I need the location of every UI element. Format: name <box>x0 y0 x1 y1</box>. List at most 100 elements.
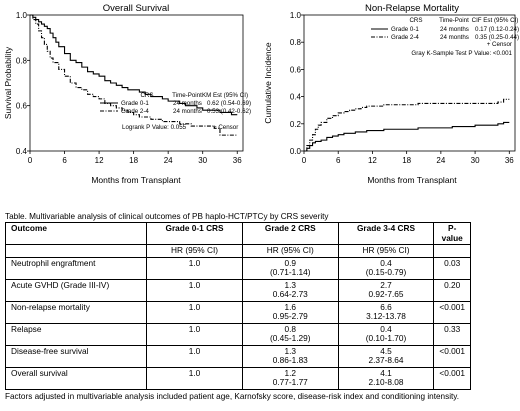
grade-2-cell: 0.9 (0.71-1.14) <box>241 256 339 280</box>
legend-time: 24 months <box>173 100 202 107</box>
hr-value: 4.1 <box>380 367 392 378</box>
table-row: Non-relapse mortality 1.0 1.6 0.95-2.79 6… <box>4 300 471 324</box>
non-relapse-mortality-svg: Non-Relapse Mortality Cumulative Inciden… <box>263 3 519 185</box>
y-tick-label: 0.4 <box>16 147 28 156</box>
grade-3-4-cell: 4.5 2.37-8.64 <box>337 344 435 368</box>
subheader-cell <box>433 244 471 258</box>
x-axis-label: Months from Transplant <box>367 175 457 185</box>
legend-group: Grade 0-1 <box>121 100 149 107</box>
x-axis-ticks: 0 6 12 18 24 30 36 <box>28 151 242 165</box>
x-tick-label: 0 <box>302 156 307 165</box>
legend-estimate: 0.17 (0.12-0.24) <box>475 26 519 33</box>
pvalue-label: Logrank P Value: 0.055 <box>122 124 187 131</box>
legend-estimate: 0.62 (0.54-0.69) <box>207 100 251 107</box>
x-tick-label: 30 <box>471 156 480 165</box>
subheader-cell: HR (95% CI) <box>241 244 339 258</box>
header-outcome: Outcome <box>4 222 148 245</box>
hr-value: 0.4 <box>380 323 392 334</box>
censor-label: + Censor <box>487 41 512 48</box>
outcome-cell: Overall survival <box>4 366 148 390</box>
series-line-grade-0-1 <box>304 121 510 152</box>
hr-value: 1.6 <box>284 301 297 312</box>
hr-value: 0.9 <box>284 257 297 268</box>
y-tick-label: 1.0 <box>290 11 302 20</box>
hr-value: 6.6 <box>380 301 392 312</box>
y-tick-label: 0.0 <box>290 147 302 156</box>
ci-value: 0.92-7.65 <box>368 289 404 299</box>
grade-0-1-cell: 1.0 <box>146 256 243 280</box>
header-grade-0-1: Grade 0-1 CRS <box>146 222 243 245</box>
table-row: Disease-free survival 1.0 1.3 0.86-1.83 4… <box>4 344 471 368</box>
header-grade-2: Grade 2 CRS <box>241 222 339 245</box>
ci-value: 0.64-2.73 <box>272 289 308 299</box>
table-footnote: Factors adjusted in multivariable analys… <box>5 391 460 401</box>
legend: CRS Time-Point KM Est (95% CI) Grade 0-1… <box>100 92 251 131</box>
x-tick-label: 6 <box>336 156 341 165</box>
grade-3-4-cell: 4.1 2.10-8.08 <box>337 366 435 390</box>
header-grade-3-4: Grade 3-4 CRS <box>337 222 435 245</box>
ci-value: 0.86-1.83 <box>272 355 308 365</box>
hr-value: 0.4 <box>380 257 392 268</box>
grade-2-cell: 1.3 0.86-1.83 <box>241 344 339 368</box>
grade-0-1-cell: 1.0 <box>146 278 243 302</box>
y-tick-label: 0.2 <box>290 120 302 129</box>
x-tick-label: 18 <box>402 156 411 165</box>
ci-value: 0.77-1.77 <box>272 377 308 387</box>
subheader-cell <box>4 244 148 258</box>
table-row: Acute GVHD (Grade III-IV) 1.0 1.3 0.64-2.… <box>4 278 471 302</box>
y-tick-label: 0.8 <box>16 56 28 65</box>
y-tick-label: 0.8 <box>290 38 302 47</box>
x-tick-label: 18 <box>129 156 138 165</box>
hr-value: 1.3 <box>284 279 297 290</box>
multivariable-table: Outcome Grade 0-1 CRS Grade 2 CRS Grade … <box>4 222 471 390</box>
p-value-cell: 0.33 <box>433 322 471 346</box>
chart-title: Overall Survival <box>103 3 170 14</box>
x-axis-ticks: 0 6 12 18 24 30 36 <box>302 151 514 165</box>
overall-survival-chart: Overall Survival Survival Probability Mo… <box>0 0 260 205</box>
x-tick-label: 0 <box>28 156 33 165</box>
hr-value: 4.5 <box>380 345 392 356</box>
series-line-grade-0-1 <box>30 14 238 116</box>
outcome-cell: Relapse <box>4 322 148 346</box>
hr-value: 0.8 <box>284 323 297 334</box>
y-tick-label: 0.6 <box>290 65 302 74</box>
hr-value: 1.3 <box>284 345 297 356</box>
x-tick-label: 12 <box>368 156 377 165</box>
legend-header-time: Time-Point <box>439 17 469 24</box>
legend-header-time: Time-Point <box>172 92 202 99</box>
legend-estimate: 0.53 (0.42-0.62) <box>207 108 251 115</box>
p-value-cell: <0.001 <box>433 344 471 368</box>
table-caption: Table. Multivariable analysis of clinica… <box>5 212 329 221</box>
legend-group: Grade 2-4 <box>121 108 149 115</box>
x-axis-label: Months from Transplant <box>91 175 181 185</box>
table-row: Relapse 1.0 0.8 (0.45-1.29) 0.4 (0.10-1.70… <box>4 322 471 346</box>
grade-3-4-cell: 0.4 (0.15-0.79) <box>337 256 435 280</box>
series-lines <box>30 14 238 136</box>
p-value-cell: <0.001 <box>433 366 471 390</box>
legend-header-crs: CRS <box>140 92 153 99</box>
table-header-row: Outcome Grade 0-1 CRS Grade 2 CRS Grade … <box>4 222 471 245</box>
ci-value: 2.10-8.08 <box>368 377 404 387</box>
series-lines <box>304 98 510 152</box>
y-axis-label: Survival Probability <box>3 46 13 119</box>
x-tick-label: 30 <box>198 156 207 165</box>
grade-2-cell: 0.8 (0.45-1.29) <box>241 322 339 346</box>
outcome-cell: Disease-free survival <box>4 344 148 368</box>
outcome-cell: Acute GVHD (Grade III-IV) <box>4 278 148 302</box>
y-axis-label: Cumulative Incidence <box>263 42 273 124</box>
ci-value: 0.95-2.79 <box>272 311 308 321</box>
x-tick-label: 36 <box>233 156 242 165</box>
legend-group: Grade 2-4 <box>391 34 419 41</box>
legend-header-estimate: CIF Est (95% CI) <box>472 17 519 24</box>
grade-3-4-cell: 6.6 3.12-13.78 <box>337 300 435 324</box>
series-line-grade-2-4 <box>30 14 238 136</box>
p-value-cell: <0.001 <box>433 300 471 324</box>
grade-3-4-cell: 2.7 0.92-7.65 <box>337 278 435 302</box>
legend-header-estimate: KM Est (95% CI) <box>202 92 248 99</box>
p-value-cell: 0.03 <box>433 256 471 280</box>
ci-value: (0.71-1.14) <box>269 267 311 277</box>
ci-value: (0.10-1.70) <box>365 333 407 343</box>
subheader-cell: HR (95% CI) <box>337 244 435 258</box>
legend-time: 24 months <box>440 26 469 33</box>
subheader-cell: HR (95% CI) <box>146 244 243 258</box>
